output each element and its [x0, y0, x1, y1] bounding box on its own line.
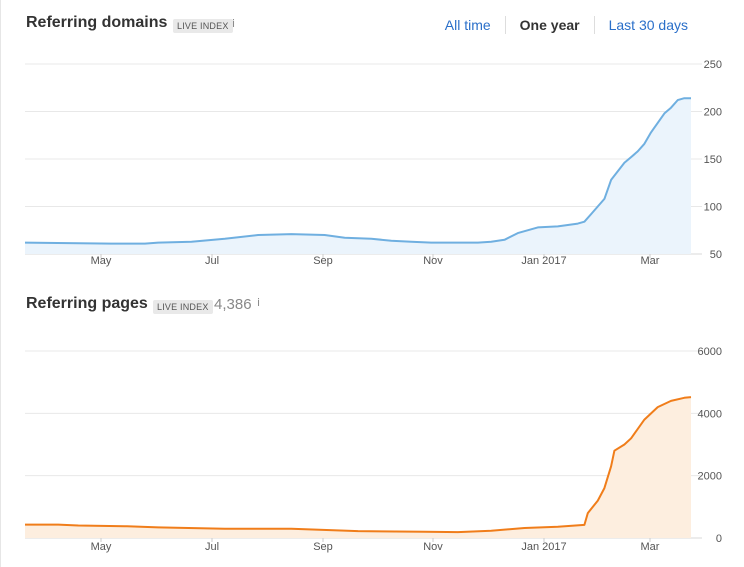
y-tick-label: 150: [704, 154, 722, 166]
x-tick-label: Nov: [423, 255, 443, 267]
panel-title-domains: Referring domains: [26, 14, 168, 31]
x-tick-label: Jul: [205, 541, 219, 553]
y-tick-label: 2000: [698, 471, 722, 483]
series-area: [25, 397, 691, 538]
pages-count: 4,386: [214, 296, 252, 313]
tab-divider: [593, 16, 595, 34]
y-tick-label: 4000: [698, 408, 722, 420]
live-index-badge: LIVE INDEX: [173, 19, 233, 33]
tab-divider: [504, 16, 506, 34]
x-tick-label: Nov: [423, 541, 443, 553]
series-line: [25, 396, 692, 534]
x-tick-label: Jan 2017: [521, 255, 566, 267]
x-tick-label: May: [91, 541, 112, 553]
y-tick-label: 250: [704, 59, 722, 71]
x-tick-label: Sep: [313, 541, 333, 553]
tab-last-30-days[interactable]: Last 30 days: [608, 17, 688, 33]
y-tick-label: 200: [704, 107, 722, 119]
tab-all-time[interactable]: All time: [444, 17, 491, 33]
panel-title-pages: Referring pages: [26, 295, 148, 312]
y-tick-label: 50: [710, 249, 722, 261]
x-tick-label: May: [91, 255, 112, 267]
x-tick-label: Sep: [313, 255, 333, 267]
y-tick-label: 100: [704, 202, 722, 214]
tab-one-year[interactable]: One year: [519, 17, 580, 33]
referring-domains-chart: 250 200 150 100 50 May Jul Sep Nov Jan 2017 Mar: [24, 59, 722, 267]
info-icon[interactable]: i: [257, 296, 261, 309]
x-tick-label: Jul: [205, 255, 219, 267]
series-area: [25, 98, 691, 254]
y-tick-label: 0: [716, 533, 722, 545]
x-tick-label: Jan 2017: [521, 541, 566, 553]
x-tick-label: Mar: [641, 541, 660, 553]
live-index-badge: LIVE INDEX: [153, 300, 213, 314]
left-border: [0, 0, 1, 567]
referring-pages-chart: 6000 4000 2000 0 May Jul Sep Nov Jan 2017 Mar: [25, 346, 722, 553]
x-tick-label: Mar: [641, 255, 660, 267]
series-line: [24, 97, 691, 245]
y-tick-label: 6000: [698, 346, 722, 358]
info-icon[interactable]: i: [232, 17, 236, 30]
time-range-tabs: All time One year Last 30 days: [431, 16, 702, 34]
